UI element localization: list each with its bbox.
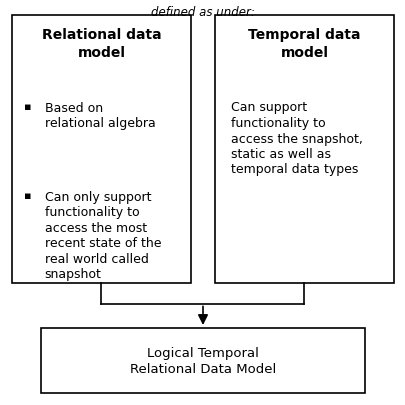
FancyBboxPatch shape (40, 328, 364, 393)
Text: defined as under:: defined as under: (151, 6, 254, 19)
Text: Can only support
functionality to
access the most
recent state of the
real world: Can only support functionality to access… (45, 190, 161, 281)
Text: Relational data
model: Relational data model (42, 28, 161, 60)
Text: ▪: ▪ (24, 190, 32, 200)
Text: Can support
functionality to
access the snapshot,
static as well as
temporal dat: Can support functionality to access the … (231, 101, 362, 176)
FancyBboxPatch shape (12, 16, 190, 283)
Text: Logical Temporal
Relational Data Model: Logical Temporal Relational Data Model (130, 346, 275, 375)
Text: Temporal data
model: Temporal data model (247, 28, 360, 60)
Text: ▪: ▪ (24, 101, 32, 111)
FancyBboxPatch shape (215, 16, 393, 283)
Text: Based on
relational algebra: Based on relational algebra (45, 101, 155, 130)
